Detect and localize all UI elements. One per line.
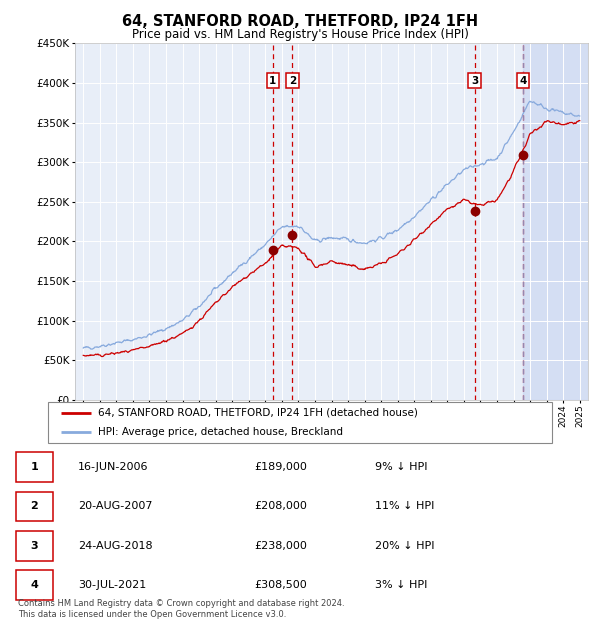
Text: £189,000: £189,000 (254, 463, 307, 472)
Text: 3: 3 (31, 541, 38, 551)
Text: HPI: Average price, detached house, Breckland: HPI: Average price, detached house, Brec… (98, 427, 343, 437)
Text: 2: 2 (31, 502, 38, 512)
Text: 30-JUL-2021: 30-JUL-2021 (78, 580, 146, 590)
Text: 4: 4 (31, 580, 38, 590)
Text: 4: 4 (520, 76, 527, 86)
FancyBboxPatch shape (16, 570, 53, 600)
Text: 20-AUG-2007: 20-AUG-2007 (78, 502, 153, 512)
Text: Contains HM Land Registry data © Crown copyright and database right 2024.
This d: Contains HM Land Registry data © Crown c… (18, 600, 344, 619)
Text: £238,000: £238,000 (254, 541, 307, 551)
Text: 20% ↓ HPI: 20% ↓ HPI (375, 541, 434, 551)
Text: 1: 1 (31, 463, 38, 472)
Text: 2: 2 (289, 76, 296, 86)
Text: 24-AUG-2018: 24-AUG-2018 (78, 541, 153, 551)
Bar (523, 43, 588, 400)
Text: £308,500: £308,500 (254, 580, 307, 590)
Text: Price paid vs. HM Land Registry's House Price Index (HPI): Price paid vs. HM Land Registry's House … (131, 28, 469, 41)
Text: 9% ↓ HPI: 9% ↓ HPI (375, 463, 427, 472)
Text: 1: 1 (269, 76, 277, 86)
Text: 3% ↓ HPI: 3% ↓ HPI (375, 580, 427, 590)
Text: 16-JUN-2006: 16-JUN-2006 (78, 463, 149, 472)
Text: 64, STANFORD ROAD, THETFORD, IP24 1FH: 64, STANFORD ROAD, THETFORD, IP24 1FH (122, 14, 478, 29)
FancyBboxPatch shape (16, 492, 53, 521)
Text: 64, STANFORD ROAD, THETFORD, IP24 1FH (detached house): 64, STANFORD ROAD, THETFORD, IP24 1FH (d… (98, 408, 418, 418)
Text: 11% ↓ HPI: 11% ↓ HPI (375, 502, 434, 512)
Text: 3: 3 (471, 76, 478, 86)
Text: £208,000: £208,000 (254, 502, 307, 512)
FancyBboxPatch shape (48, 402, 552, 443)
FancyBboxPatch shape (16, 531, 53, 560)
FancyBboxPatch shape (16, 453, 53, 482)
